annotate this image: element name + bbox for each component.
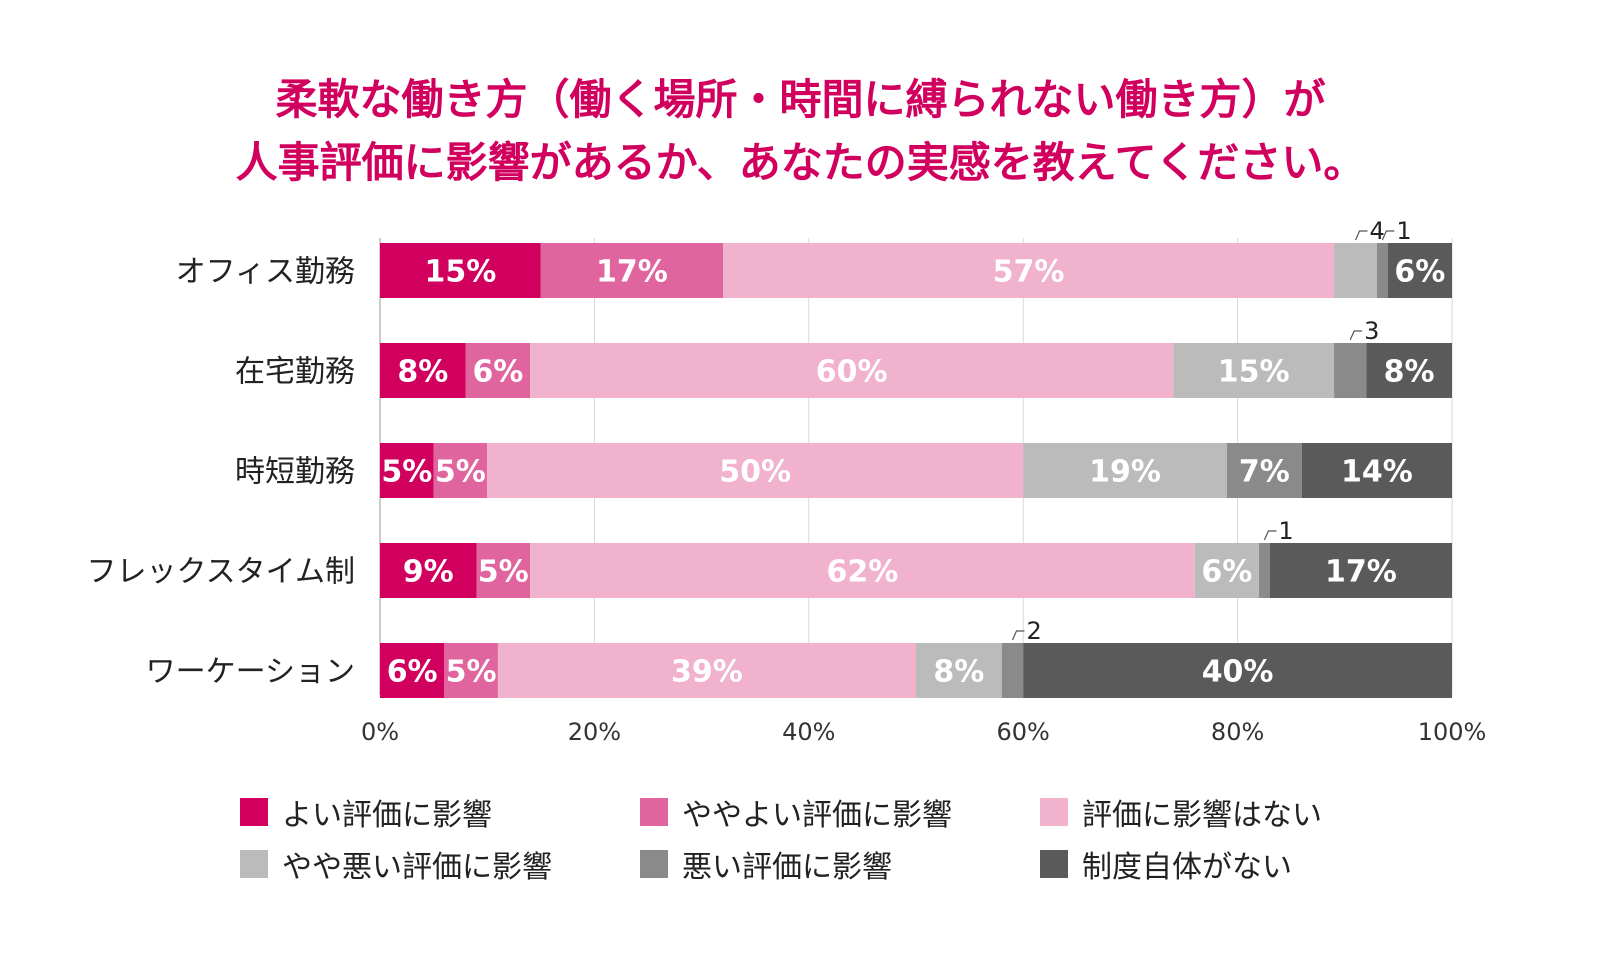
bar-data-label: 6% <box>1201 555 1252 590</box>
bar-segment <box>465 343 531 398</box>
bar-segment <box>380 443 434 498</box>
legend-swatch <box>640 798 668 826</box>
bar-data-label: 17% <box>596 255 668 290</box>
callout-label: 1 <box>1396 217 1411 245</box>
callout-label: 2 <box>1026 617 1041 645</box>
callout-leader <box>1349 330 1363 341</box>
y-category-label: ワーケーション <box>146 655 355 690</box>
bar-data-label: 8% <box>1384 355 1435 390</box>
x-tick-label: 60% <box>997 718 1050 746</box>
bar-segment <box>433 443 488 498</box>
chart-title-line-1: 柔軟な働き方（働く場所・時間に縛られない働き方）が <box>275 75 1326 124</box>
bar-segment <box>530 543 1195 598</box>
bar-data-label: 6% <box>387 655 438 690</box>
callout-label: 4 <box>1370 217 1385 245</box>
legend-label: よい評価に影響 <box>282 798 492 833</box>
legend-item: 評価に影響はない <box>1040 790 1322 834</box>
callout-label: 3 <box>1364 317 1379 345</box>
bar-segment <box>1334 343 1367 398</box>
callout-leader <box>1263 530 1277 541</box>
legend-item: よい評価に影響 <box>240 790 492 834</box>
bar-segment <box>1366 343 1452 398</box>
callout-label: 1 <box>1278 517 1293 545</box>
legend-label: 評価に影響はない <box>1082 798 1322 833</box>
bar-segment <box>1269 543 1452 598</box>
bar-segment <box>1334 243 1377 298</box>
bar-data-label: 6% <box>472 355 523 390</box>
bar-data-label: 14% <box>1341 455 1413 490</box>
bar-data-label: 50% <box>719 455 791 490</box>
bar-data-label: 19% <box>1089 455 1161 490</box>
legend-swatch <box>1040 798 1068 826</box>
bar-segment <box>380 643 445 698</box>
bar-data-label: 5% <box>381 455 432 490</box>
legend-item: 悪い評価に影響 <box>640 842 892 886</box>
bar-segment <box>380 343 466 398</box>
bar-segment <box>380 243 541 298</box>
bar-data-label: 57% <box>993 255 1065 290</box>
legend-swatch <box>640 850 668 878</box>
legend-label: 制度自体がない <box>1082 850 1292 885</box>
legend-swatch <box>240 850 268 878</box>
bar-segment <box>1194 543 1260 598</box>
x-tick-label: 20% <box>568 718 621 746</box>
bar-data-label: 60% <box>816 355 888 390</box>
bar-data-label: 7% <box>1239 455 1290 490</box>
bar-data-label: 15% <box>424 255 496 290</box>
legend-label: やや悪い評価に影響 <box>282 850 552 885</box>
bar-data-label: 9% <box>403 555 454 590</box>
bar-data-label: 5% <box>435 455 486 490</box>
bar-segment <box>1259 543 1270 598</box>
bar-segment <box>1023 643 1452 698</box>
bar-data-label: 5% <box>446 655 497 690</box>
x-tick-label: 40% <box>782 718 835 746</box>
bar-segment <box>1173 343 1335 398</box>
legend-item: ややよい評価に影響 <box>640 790 952 834</box>
legend-item: やや悪い評価に影響 <box>240 842 552 886</box>
bar-segment <box>497 643 916 698</box>
bar-segment <box>1387 243 1452 298</box>
legend-swatch <box>1040 850 1068 878</box>
y-category-label: 在宅勤務 <box>235 355 355 390</box>
bar-segment <box>1001 643 1024 698</box>
callout-leader <box>1354 230 1368 241</box>
x-tick-label: 80% <box>1211 718 1264 746</box>
y-category-label: 時短勤務 <box>235 455 355 490</box>
chart-title-line-2: 人事評価に影響があるか、あなたの実感を教えてください。 <box>235 138 1366 187</box>
legend-item: 制度自体がない <box>1040 842 1292 886</box>
callout-leader <box>1381 230 1395 241</box>
bar-segment <box>444 643 498 698</box>
bar-segment <box>380 543 477 598</box>
bar-data-label: 15% <box>1218 355 1290 390</box>
bar-segment <box>1226 443 1302 498</box>
bar-segment <box>487 443 1024 498</box>
bar-data-label: 62% <box>826 555 898 590</box>
bar-segment <box>540 243 724 298</box>
bar-data-label: 40% <box>1202 655 1274 690</box>
bar-segment <box>1301 443 1452 498</box>
callout-leader <box>1011 630 1025 641</box>
bar-data-label: 8% <box>397 355 448 390</box>
y-category-label: フレックスタイム制 <box>87 555 356 590</box>
bar-segment <box>530 343 1174 398</box>
bar-data-label: 8% <box>933 655 984 690</box>
legend-swatch <box>240 798 268 826</box>
legend-label: 悪い評価に影響 <box>682 850 892 885</box>
bar-data-label: 6% <box>1394 255 1445 290</box>
bar-data-label: 17% <box>1325 555 1397 590</box>
y-category-label: オフィス勤務 <box>176 255 355 290</box>
bar-segment <box>916 643 1002 698</box>
bar-segment <box>1376 243 1388 298</box>
bar-data-label: 5% <box>478 555 529 590</box>
x-tick-label: 100% <box>1418 718 1487 746</box>
x-tick-label: 0% <box>361 718 399 746</box>
bar-data-label: 39% <box>671 655 743 690</box>
bar-segment <box>476 543 531 598</box>
bar-segment <box>1023 443 1227 498</box>
bar-segment <box>723 243 1335 298</box>
legend-label: ややよい評価に影響 <box>682 798 952 833</box>
